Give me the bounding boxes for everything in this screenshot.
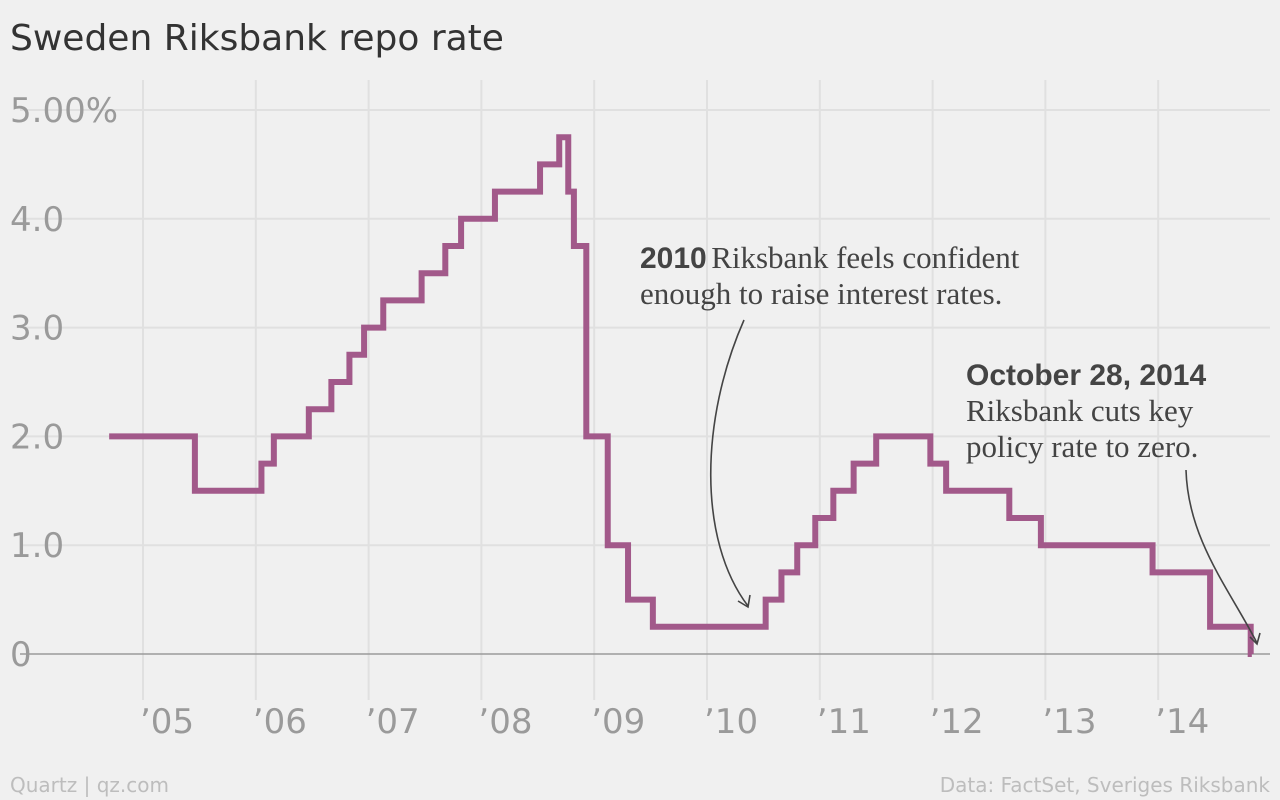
annotation-2014-bold: October 28, 2014 [966,359,1206,392]
annotation-2014-arrow [1185,469,1258,644]
x-tick-label: ’14 [1155,702,1209,742]
y-tick-label: 1.0 [10,526,64,566]
axis-layer: 5.00% 4.0 3.0 2.0 1.0 0 ’05 ’06 ’07 ’08 ’09 ’10 ’11 ’… [10,91,1270,742]
chart-title: Sweden Riksbank repo rate [10,18,504,59]
x-tick-label: ’08 [478,702,532,742]
y-tick-label: 5.00% [10,91,118,131]
y-tick-label: 2.0 [10,417,64,457]
annotation-2010-arrow [709,319,749,607]
annotation-layer: 2010 Riksbank feels confident enough to … [640,240,1261,646]
annotation-2010-bold: 2010 [640,242,707,275]
y-tick-label: 4.0 [10,200,64,240]
annotation-2010-line-1: Riksbank feels confident [711,240,1020,275]
annotation-2010-arrowhead [737,594,751,609]
annotation-2014-arrowhead [1249,632,1261,646]
y-tick-label: 3.0 [10,309,64,349]
x-tick-label: ’11 [817,702,871,742]
x-tick-label: ’09 [591,702,645,742]
series-line [109,134,1254,657]
x-tick-label: ’12 [930,702,984,742]
y-tick-label: 0 [10,635,32,675]
annotation-2014-line-2: policy rate to zero. [966,429,1198,464]
grid-layer [20,80,1270,700]
x-tick-label: ’05 [140,702,194,742]
annotation-2010-line-2: enough to raise interest rates. [640,276,1002,311]
x-tick-label: ’07 [366,702,420,742]
x-tick-label: ’06 [253,702,307,742]
series-layer [109,134,1254,657]
annotation-2010: 2010 Riksbank feels confident enough to … [640,240,1024,311]
x-tick-label: ’10 [704,702,758,742]
footer-source-right: Data: FactSet, Sveriges Riksbank [940,773,1271,797]
annotation-2014: October 28, 2014 Riksbank cuts key polic… [966,359,1211,464]
footer-source-left: Quartz | qz.com [10,773,169,797]
annotation-2014-line-1: Riksbank cuts key [966,393,1194,428]
x-tick-label: ’13 [1042,702,1096,742]
